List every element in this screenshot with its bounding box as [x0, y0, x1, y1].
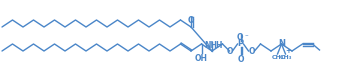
Text: NH: NH: [205, 41, 218, 50]
Text: H: H: [215, 41, 221, 50]
Text: O: O: [236, 33, 243, 42]
Text: +: +: [286, 48, 291, 54]
Text: ⁻: ⁻: [244, 34, 248, 40]
Text: P: P: [237, 39, 244, 48]
Text: O: O: [237, 55, 244, 64]
Text: O: O: [188, 16, 194, 25]
Text: O: O: [226, 47, 233, 55]
Text: CH₃: CH₃: [279, 55, 292, 60]
Text: N: N: [278, 39, 285, 48]
Text: CH₃: CH₃: [271, 55, 284, 60]
Text: OH: OH: [195, 54, 208, 63]
Text: O: O: [248, 47, 255, 55]
